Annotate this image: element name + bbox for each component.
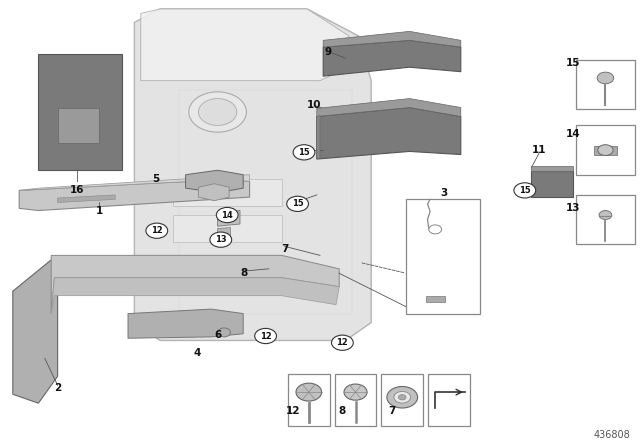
Text: 2: 2 [54,383,61,392]
Polygon shape [531,171,573,197]
Polygon shape [13,260,58,403]
Polygon shape [317,99,461,116]
Polygon shape [317,116,320,159]
Circle shape [146,223,168,238]
FancyBboxPatch shape [428,374,470,426]
Circle shape [287,196,308,211]
Circle shape [394,392,411,403]
Text: 15: 15 [292,199,303,208]
Circle shape [344,384,367,400]
Circle shape [597,72,614,84]
Polygon shape [58,108,99,143]
Polygon shape [58,195,115,202]
Text: 15: 15 [298,148,310,157]
Polygon shape [173,179,282,206]
Polygon shape [198,184,229,201]
Text: 14: 14 [221,211,233,220]
Circle shape [255,328,276,344]
Circle shape [189,92,246,132]
Text: 6: 6 [214,330,221,340]
FancyBboxPatch shape [406,199,480,314]
Text: 7: 7 [281,244,289,254]
Text: 8: 8 [339,406,346,416]
Polygon shape [323,40,461,76]
Polygon shape [141,9,349,81]
Text: 7: 7 [388,406,396,416]
Polygon shape [134,9,371,340]
Polygon shape [594,146,617,155]
FancyBboxPatch shape [576,60,635,109]
Polygon shape [317,108,461,159]
Polygon shape [179,90,352,314]
Text: 3: 3 [440,188,447,198]
Circle shape [198,99,237,125]
Circle shape [218,328,230,337]
Text: 5: 5 [152,174,160,184]
Polygon shape [51,255,339,314]
FancyBboxPatch shape [576,125,635,175]
Text: 13: 13 [566,203,580,213]
Polygon shape [218,211,240,226]
Circle shape [293,145,315,160]
Polygon shape [51,278,339,314]
Polygon shape [218,228,230,242]
Text: 11: 11 [532,145,547,155]
Text: 12: 12 [151,226,163,235]
Text: 10: 10 [307,100,321,110]
FancyBboxPatch shape [576,195,635,244]
Text: 9: 9 [324,47,332,56]
Circle shape [210,232,232,247]
Text: 15: 15 [566,58,580,68]
Polygon shape [19,179,250,211]
Circle shape [514,183,536,198]
Circle shape [296,383,322,401]
Circle shape [599,211,612,220]
Text: 12: 12 [286,406,300,416]
Text: 436808: 436808 [594,430,630,440]
Circle shape [429,225,442,234]
Polygon shape [19,175,250,190]
Text: 12: 12 [337,338,348,347]
FancyBboxPatch shape [335,374,376,426]
Polygon shape [173,215,282,242]
Circle shape [398,395,406,400]
Polygon shape [323,31,461,47]
Text: 15: 15 [519,186,531,195]
Polygon shape [128,309,243,338]
Polygon shape [426,296,445,302]
FancyBboxPatch shape [381,374,423,426]
Circle shape [216,207,238,223]
Text: 13: 13 [215,235,227,244]
FancyBboxPatch shape [288,374,330,426]
Text: 12: 12 [260,332,271,340]
Circle shape [332,335,353,350]
Polygon shape [38,54,122,170]
Text: 1: 1 [95,206,103,215]
Circle shape [598,145,613,155]
Polygon shape [531,166,573,171]
Text: 4: 4 [193,348,201,358]
Polygon shape [186,170,243,193]
Text: 14: 14 [566,129,580,139]
Text: 8: 8 [241,268,248,278]
Circle shape [387,387,418,408]
Text: 16: 16 [70,185,84,195]
